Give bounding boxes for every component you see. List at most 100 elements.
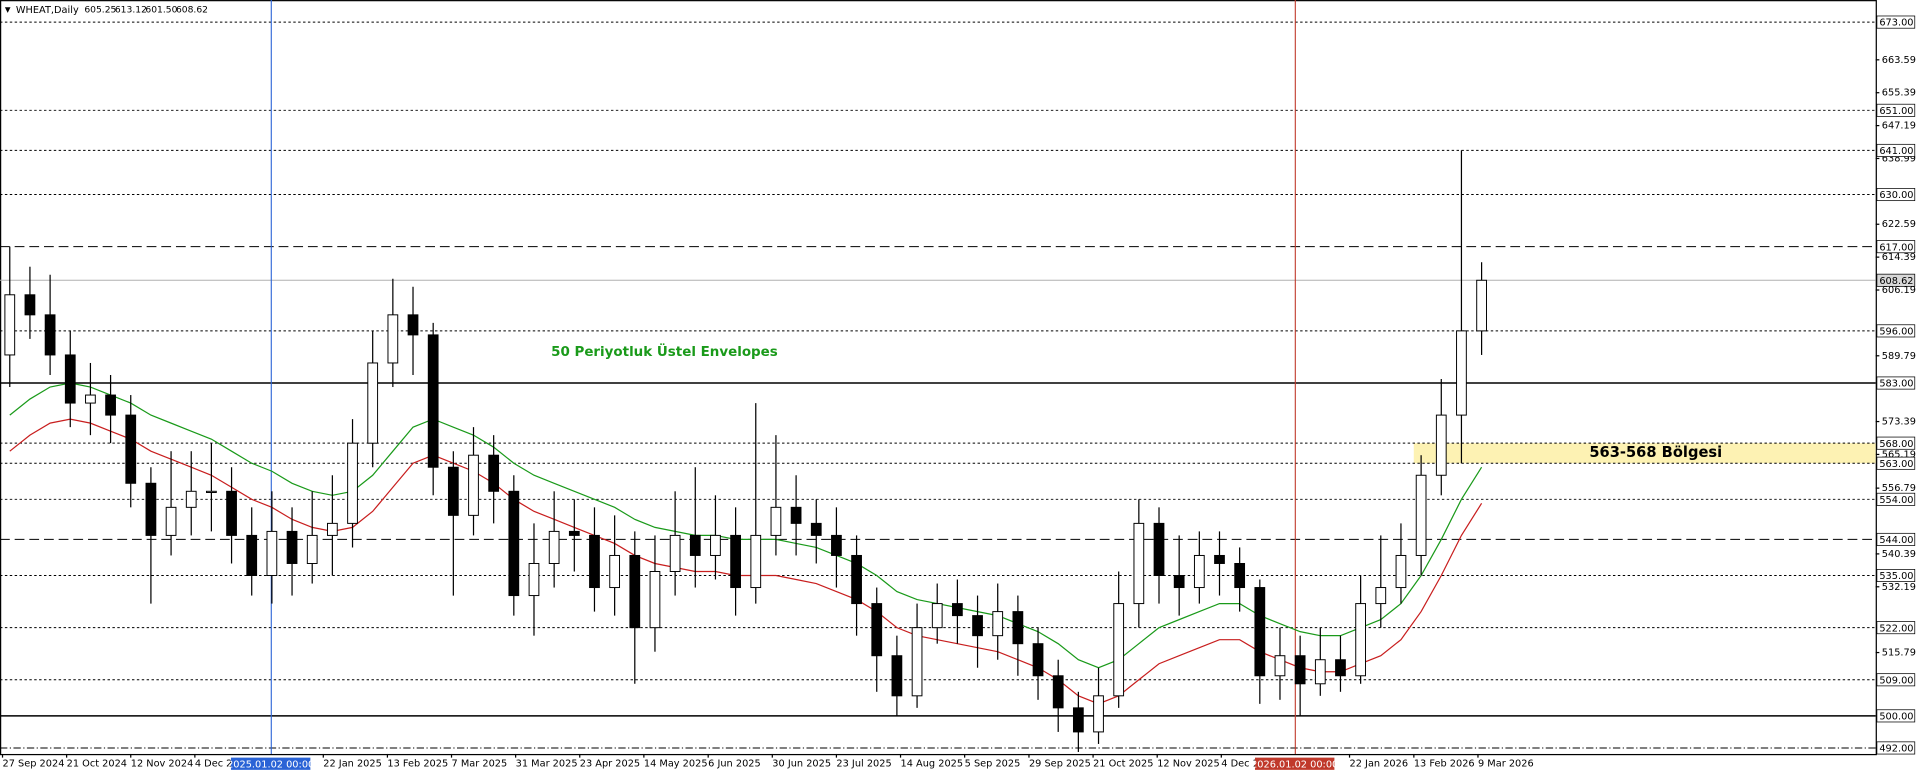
candle-body: [1435, 414, 1447, 476]
candle-body: [306, 534, 318, 564]
y-tick-label: 565.19: [1882, 449, 1916, 460]
x-tick-label: 31 Mar 2025: [516, 759, 578, 770]
level-label-box: [1876, 741, 1916, 755]
candle-body: [1173, 575, 1185, 589]
header-marker: ▼: [5, 5, 11, 14]
level-label-box: [1876, 188, 1916, 202]
level-label-box: [1876, 376, 1916, 390]
level-label: 617.00: [1879, 242, 1913, 253]
level-label: 509.00: [1879, 675, 1913, 686]
x-tick-label: 30 Jun 2025: [772, 759, 831, 770]
candle-body: [1133, 522, 1145, 605]
zone-label: 563-568 Bölgesi: [1589, 444, 1722, 461]
candle-body: [447, 466, 459, 516]
y-tick-label: 556.79: [1882, 483, 1916, 494]
level-label-box: [1876, 673, 1916, 687]
candle-body: [427, 334, 439, 468]
y-tick-label: 638.99: [1882, 153, 1916, 164]
level-label: 673.00: [1879, 18, 1913, 29]
x-tick-label: 22 Jan 2026: [1350, 759, 1409, 770]
x-tick-label: 13 Feb 2026: [1414, 759, 1475, 770]
candle-body: [1052, 675, 1064, 709]
candle-body: [790, 506, 802, 524]
candle-body: [1193, 554, 1205, 589]
candle-body: [689, 534, 701, 556]
y-tick-label: 647.19: [1882, 121, 1916, 132]
candle-body: [770, 506, 782, 536]
candle-body: [1093, 695, 1104, 733]
candle-body: [1274, 655, 1286, 677]
x-tick-label: 21 Oct 2025: [1093, 759, 1153, 770]
candle-body: [44, 314, 56, 356]
candle-body: [911, 627, 923, 697]
x-tick-label: 5 Sep 2025: [965, 759, 1021, 770]
candle-body: [1415, 474, 1427, 556]
level-label: 596.00: [1879, 326, 1913, 337]
level-label-box: [1876, 569, 1916, 582]
candle-body: [226, 490, 237, 536]
candle-body: [992, 611, 1004, 637]
level-label: 563.00: [1879, 459, 1913, 470]
candle-body: [851, 554, 862, 605]
plot-frame: [0, 0, 1877, 756]
level-label: 554.00: [1879, 495, 1913, 506]
x-tick-label: 27 Sep 2024: [3, 759, 65, 770]
candle-body: [286, 530, 298, 564]
x-tick-label: 4 Dec 20: [1221, 759, 1265, 770]
header-open: 605.25: [84, 4, 116, 15]
y-tick-label: 589.79: [1882, 351, 1916, 362]
header-close: 608.62: [176, 4, 208, 15]
x-tick-label: 6 Jun 2025: [708, 759, 761, 770]
candle-body: [730, 534, 741, 589]
x-tick-label: 7 Mar 2025: [452, 759, 508, 770]
candle-body: [24, 294, 36, 316]
zone: [1413, 443, 1876, 464]
candle-body: [548, 530, 560, 564]
y-tick-label: 663.59: [1882, 55, 1916, 66]
candle-body: [347, 442, 358, 524]
x-tick-label: 21 Oct 2024: [67, 759, 127, 770]
header-high: 613.12: [115, 4, 147, 15]
candle-body: [609, 554, 621, 589]
level-label-box: [1876, 273, 1916, 287]
candle-body: [891, 655, 903, 697]
candle-body: [1113, 603, 1125, 697]
envelope-line: [9, 382, 1483, 669]
candle-body: [1476, 279, 1487, 332]
candle-body: [367, 362, 379, 444]
candle-body: [246, 534, 258, 577]
level-label-box: [1876, 436, 1916, 450]
y-tick-label: 606.19: [1882, 285, 1916, 296]
x-tick-label: 29 Sep 2025: [1029, 759, 1091, 770]
level-label: 492.00: [1879, 744, 1913, 755]
candle-body: [326, 522, 338, 536]
level-label-box: [1876, 492, 1916, 506]
x-tick-label: 12 Nov 2024: [131, 759, 194, 770]
candle-body: [972, 615, 983, 637]
candle-body: [669, 534, 681, 572]
candle-body: [1456, 330, 1467, 416]
y-tick-label: 532.19: [1882, 582, 1916, 593]
x-tick-label: 23 Jul 2025: [836, 759, 891, 770]
candle-body: [1375, 587, 1387, 605]
candle-body: [387, 314, 399, 364]
candle-body: [1214, 554, 1225, 564]
candle-body: [1355, 603, 1367, 677]
level-label-box: [1876, 532, 1916, 546]
vertical-line-label: 2026.01.02 00:00: [1251, 759, 1338, 770]
candle-body: [589, 534, 600, 589]
candle-body: [1314, 659, 1326, 685]
candle-body: [1234, 562, 1246, 589]
level-label: 608.62: [1879, 276, 1913, 287]
candle-body: [1012, 611, 1024, 645]
candle-body: [1032, 643, 1044, 677]
candle-body: [810, 522, 822, 536]
front-layer: 563-568 Bölgesi 673.00 651.00 641.00 630.00 6…: [227, 15, 1916, 770]
candle-body: [831, 534, 842, 556]
x-tick-label: 12 Nov 2025: [1157, 759, 1220, 770]
candle-body: [125, 414, 137, 484]
x-tick-label: 13 Feb 2025: [387, 759, 448, 770]
candle-body: [266, 530, 278, 577]
y-tick-label: 573.39: [1882, 417, 1916, 428]
